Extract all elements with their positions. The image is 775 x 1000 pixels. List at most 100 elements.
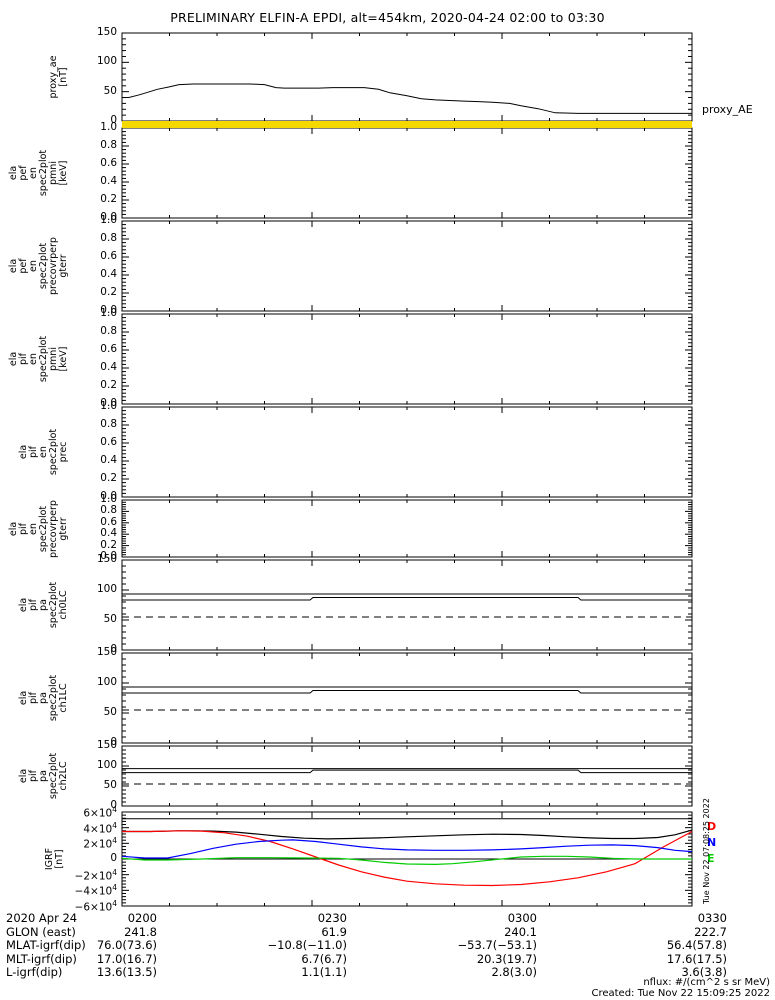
- igrf-ytick-label: −4×104: [60, 883, 117, 898]
- ela-pif-pa-spec2plot-ch0lc-ytick-label: 150: [96, 553, 117, 565]
- bottom-row-glon-value: 222.7: [694, 924, 727, 939]
- ela-pif-en-spec2plot-precovrperp-gterr-frame: [121, 499, 693, 558]
- ytick-mantissa: −2×10: [74, 870, 113, 883]
- ela-pef-en-spec2plot-pmni-ytick-label: 0.2: [100, 193, 117, 205]
- igrf-trace-total: [122, 829, 693, 840]
- ela-pif-en-spec2plot-prec-ytick-label: 0.4: [100, 454, 117, 466]
- bottom-row-date-value: 0200: [127, 911, 157, 925]
- ela-pef-en-spec2plot-pmni-ytick-label: 0.4: [100, 175, 117, 187]
- ytick-exponent: 4: [112, 867, 117, 877]
- ela-pif-pa-spec2plot-ch0lc-ytick-label: 50: [103, 613, 117, 625]
- ela-pif-pa-spec2plot-ch2lc-ytick-label: 100: [96, 759, 117, 771]
- bottom-row-mlat-value: 56.4(57.8): [666, 938, 727, 953]
- ela-pif-pa-spec2plot-ch1lc-ytick-label: 0: [110, 736, 117, 748]
- bottom-row-mlt-value: 6.7(6.7): [301, 951, 347, 966]
- ela-pif-en-spec2plot-pmni-ytick-label: 0.4: [100, 361, 117, 373]
- ela-pif-en-spec2plot-pmni-ytick-label: 0.0: [100, 397, 117, 409]
- ela-pif-en-spec2plot-prec-frame: [121, 406, 693, 498]
- bottom-row-mlt-label: MLT-igrf(dip): [6, 951, 77, 966]
- ela-pef-en-spec2plot-pmni-ytick-label: 0.0: [100, 211, 117, 223]
- ela-pif-en-spec2plot-pmni-ytick-label: 1.0: [100, 307, 117, 319]
- page-title: PRELIMINARY ELFIN-A EPDI, alt=454km, 202…: [170, 10, 605, 25]
- bottom-row-mlat-value: −10.8(−11.0): [267, 938, 347, 953]
- ytick-mantissa: −4×10: [74, 885, 113, 898]
- bottom-row-glon-value: 241.8: [124, 924, 157, 939]
- igrf-trace-n: [121, 839, 693, 859]
- bottom-row-mlt-value: 20.3(19.7): [476, 951, 538, 966]
- ela-pif-en-spec2plot-prec-ytick-label: 0.0: [100, 490, 117, 502]
- ela-pif-en-spec2plot-precovrperp-gterr-ytick-label: 0.0: [100, 550, 117, 562]
- footer-units: nflux: #/(cm^2 s sr MeV): [643, 977, 770, 988]
- ela-pif-en-spec2plot-prec-ytick-label: 1.0: [100, 400, 117, 412]
- ela-pef-en-spec2plot-precovrperp-gterr-frame: [121, 220, 693, 312]
- bottom-row-l-label: L-igrf(dip): [6, 965, 63, 980]
- ela-pif-pa-spec2plot-ch1lc-ytick-label: 100: [96, 676, 117, 688]
- ela-pif-en-spec2plot-precovrperp-gterr-ytick-label: 1.0: [100, 493, 117, 505]
- proxy-ae-ytick-label: 150: [96, 26, 117, 38]
- proxy-ae-series-label: proxy_AE: [702, 103, 753, 116]
- ela-pif-pa-spec2plot-ch0lc-lc-line: [122, 597, 692, 601]
- ela-pef-en-spec2plot-precovrperp-gterr-ytick-label: 0.0: [100, 304, 117, 316]
- ela-pef-en-spec2plot-precovrperp-gterr-ytick-label: 0.6: [100, 250, 117, 262]
- ela-pif-en-spec2plot-precovrperp-gterr-ytick-label: 0.4: [100, 527, 117, 540]
- ela-pef-en-spec2plot-precovrperp-gterr-ytick-label: 1.0: [100, 214, 117, 226]
- proxy-ae-trace: [122, 83, 692, 114]
- ela-pef-en-spec2plot-pmni-ytick-label: 1.0: [100, 121, 117, 133]
- igrf-legend-n: N: [707, 836, 717, 849]
- ela-pif-pa-spec2plot-ch0lc-ytick-label: 0: [110, 643, 117, 655]
- ela-pef-en-spec2plot-pmni-ytick-label: 0.8: [100, 139, 117, 151]
- ela-pif-pa-spec2plot-ch2lc-lc-line: [122, 769, 692, 774]
- bottom-row-date-label: 2020 Apr 24: [6, 911, 78, 925]
- ytick-exponent: 4: [112, 820, 117, 830]
- ela-pif-pa-spec2plot-ch0lc-frame: [121, 559, 693, 651]
- ytick-mantissa: 4×10: [83, 823, 113, 836]
- ela-pif-pa-spec2plot-ch2lc-ytick-label: 150: [96, 739, 117, 751]
- ela-pif-en-spec2plot-prec-ytick-label: 0.2: [100, 472, 117, 484]
- ela-pif-en-spec2plot-precovrperp-gterr-ytick-label: 0.6: [100, 515, 117, 528]
- bottom-row-mlat-label: MLAT-igrf(dip): [6, 938, 86, 953]
- igrf-ytick-label: −2×104: [60, 868, 117, 883]
- igrf-trace-e: [121, 855, 692, 866]
- bottom-row-mlat-value: 76.0(73.6): [96, 938, 157, 953]
- bottom-row-date-value: 0230: [317, 911, 347, 925]
- ela-pef-en-spec2plot-precovrperp-gterr-ytick-label: 0.8: [100, 232, 117, 244]
- igrf-ytick-label: 6×104: [60, 805, 117, 820]
- igrf-ytick-label: 2×104: [60, 836, 117, 851]
- igrf-trace-d: [122, 830, 693, 887]
- ela-pif-pa-spec2plot-ch1lc-ytick-label: 50: [103, 706, 117, 718]
- bottom-row-glon-value: 61.9: [321, 924, 347, 939]
- bottom-row-glon-value: 240.1: [504, 924, 538, 939]
- igrf-ytick-label: 4×104: [60, 821, 117, 836]
- ela-pef-en-spec2plot-pmni-ytick-label: 0.6: [100, 157, 117, 169]
- ytick-mantissa: 2×10: [83, 838, 113, 851]
- ela-pif-pa-spec2plot-ch1lc-frame: [121, 652, 693, 744]
- ytick-mantissa: 0: [110, 852, 117, 864]
- proxy-ae-ytick-label: 100: [96, 55, 117, 68]
- ela-pif-en-spec2plot-pmni-ytick-label: 0.2: [100, 379, 117, 391]
- proxy-ae-frame: [121, 32, 693, 122]
- bottom-row-l-value: 13.6(13.5): [96, 965, 157, 980]
- igrf-ytick-label: 0: [60, 852, 117, 864]
- igrf-legend-e: E: [707, 852, 715, 865]
- ela-pif-pa-spec2plot-ch1lc-ytick-label: 150: [96, 646, 117, 658]
- ytick-mantissa: −6×10: [74, 901, 113, 914]
- ela-pif-pa-spec2plot-ch2lc-frame: [121, 745, 693, 807]
- ela-pef-en-spec2plot-precovrperp-gterr-ytick-label: 0.2: [100, 286, 117, 298]
- ela-pif-en-spec2plot-prec-ytick-label: 0.8: [100, 418, 117, 430]
- ela-pef-en-spec2plot-pmni-frame: [121, 127, 693, 219]
- ela-pif-en-spec2plot-pmni-ytick-label: 0.6: [100, 343, 117, 355]
- bottom-row-l-value: 2.8(3.0): [491, 965, 538, 980]
- ela-pif-pa-spec2plot-ch0lc-ytick-label: 100: [96, 583, 117, 595]
- proxy-ae-ytick-label: 0: [110, 114, 117, 126]
- ytick-mantissa: 6×10: [83, 807, 113, 820]
- bottom-row-l-value: 1.1(1.1): [301, 965, 347, 980]
- ela-pif-en-spec2plot-precovrperp-gterr-ytick-label: 0.2: [100, 538, 117, 551]
- ela-pef-en-spec2plot-pmni-colorbar: [122, 121, 692, 128]
- ela-pif-en-spec2plot-precovrperp-gterr-ytick-label: 0.8: [100, 504, 117, 517]
- ela-pif-en-spec2plot-pmni-frame: [121, 313, 693, 405]
- ela-pif-pa-spec2plot-ch1lc-lc-line: [122, 690, 692, 694]
- ela-pif-pa-spec2plot-ch2lc-ytick-label: 0: [110, 799, 117, 811]
- ytick-exponent: 4: [112, 805, 117, 814]
